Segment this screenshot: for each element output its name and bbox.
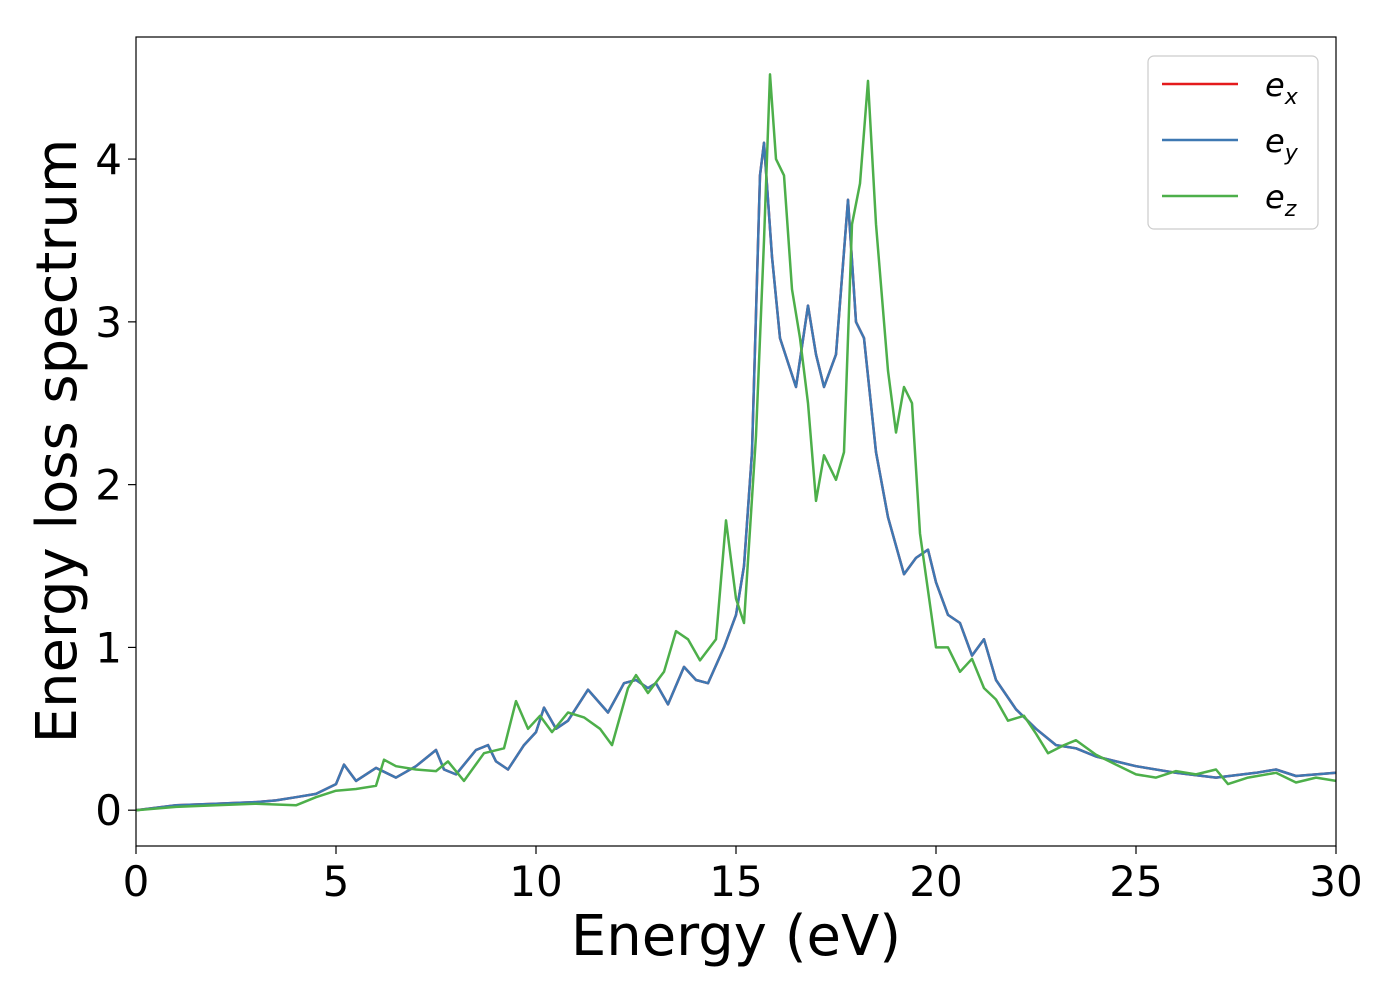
- x-tick-label: 20: [909, 857, 962, 906]
- legend-label-base: e: [1265, 66, 1285, 104]
- y-tick-label: 1: [95, 623, 122, 672]
- legend-box: [1147, 55, 1319, 230]
- legend-label-e-y: ey: [1265, 122, 1299, 166]
- y-tick-label: 3: [95, 298, 122, 347]
- legend-label-sub: y: [1284, 141, 1299, 166]
- x-tick-label: 5: [323, 857, 350, 906]
- legend-label-sub: x: [1284, 85, 1299, 110]
- legend-label-base: e: [1265, 178, 1285, 216]
- x-tick-label: 15: [709, 857, 762, 906]
- y-axis-title: Energy loss spectrum: [25, 139, 90, 744]
- y-axis-ticks: 0 1 2 3 4: [95, 135, 136, 835]
- x-tick-label: 0: [123, 857, 150, 906]
- series-line-e-x: [135, 141, 1337, 812]
- x-axis-title: Energy (eV): [571, 904, 901, 969]
- legend-label-base: e: [1265, 122, 1285, 160]
- legend-label-sub: z: [1284, 197, 1297, 222]
- x-tick-label: 10: [509, 857, 562, 906]
- series-line-e-z: [135, 73, 1337, 812]
- y-tick-label: 2: [95, 461, 122, 510]
- series-line-e-y: [135, 141, 1337, 812]
- x-tick-label: 25: [1109, 857, 1162, 906]
- series-lines: [135, 73, 1337, 812]
- plot-frame: [135, 36, 1337, 847]
- x-axis-ticks: 0 5 10 15 20 25 30: [123, 846, 1363, 906]
- y-tick-label: 0: [95, 786, 122, 835]
- x-tick-label: 30: [1309, 857, 1362, 906]
- y-tick-label: 4: [95, 135, 122, 184]
- legend-label-e-z: ez: [1265, 178, 1297, 222]
- legend-label-e-x: ex: [1265, 66, 1299, 110]
